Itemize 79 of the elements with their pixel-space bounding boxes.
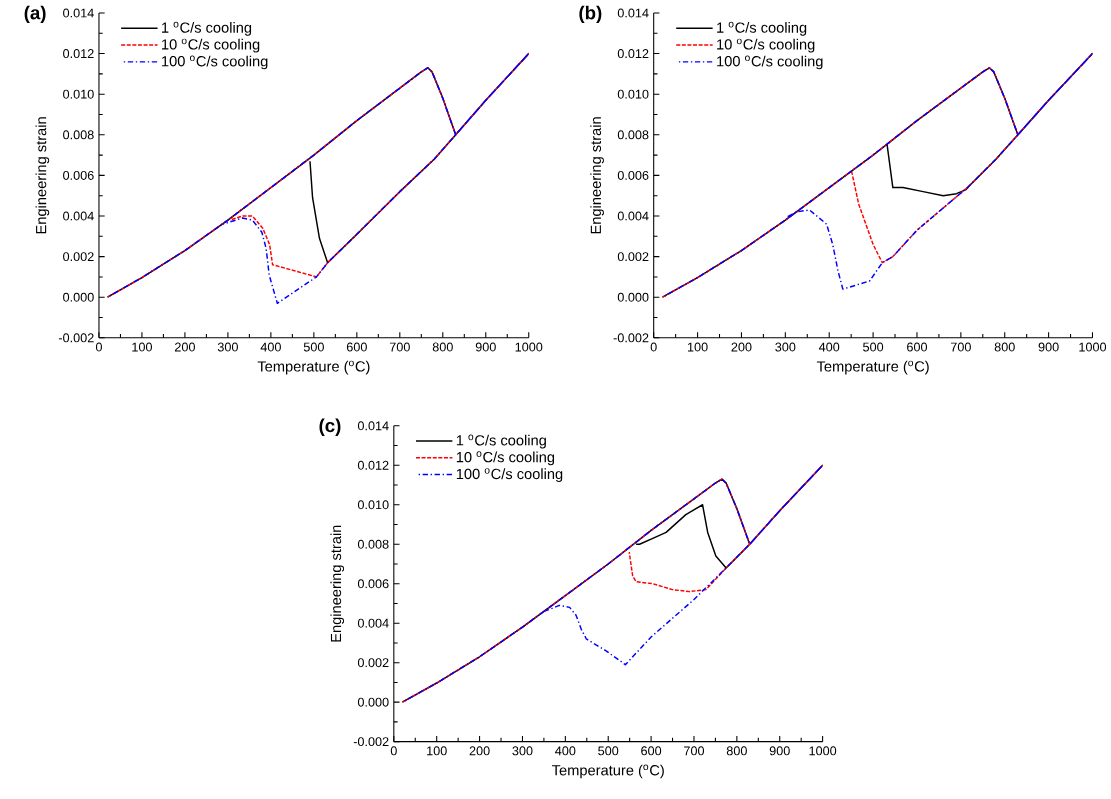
x-tick-label: 500 xyxy=(303,342,324,352)
line-series xyxy=(401,464,823,704)
x-tick-label: 0 xyxy=(390,746,397,756)
legend-label: 1 $^{o}$C/s cooling xyxy=(162,22,252,36)
y-tick-label: 0.006 xyxy=(357,579,389,589)
x-tick-label: 1000 xyxy=(809,746,837,756)
legend-label: 1 $^{o}$C/s cooling xyxy=(456,434,546,449)
y-tick-label: 0.004 xyxy=(63,211,94,221)
x-tick-label: 800 xyxy=(994,342,1015,352)
y-tick-label: 0.008 xyxy=(63,130,94,140)
x-tick-label: 0 xyxy=(650,342,657,352)
x-tick-label: 100 xyxy=(687,342,708,352)
x-tick-label: 600 xyxy=(641,746,662,756)
x-tick-label: 200 xyxy=(731,342,752,352)
x-tick-label: 900 xyxy=(1038,342,1059,352)
y-tick-label: 0.000 xyxy=(357,697,389,707)
y-tick-label: 0.010 xyxy=(63,89,94,99)
x-tick-label: 900 xyxy=(475,342,496,352)
y-tick-label: 0.014 xyxy=(617,8,649,18)
y-tick-label: 0.004 xyxy=(357,618,389,628)
x-tick-label: 700 xyxy=(684,746,705,756)
y-tick-label: 0.006 xyxy=(617,171,649,181)
y-tick-label: 0.010 xyxy=(357,500,389,510)
y-tick-label: 0.014 xyxy=(357,421,389,431)
x-tick-label: 400 xyxy=(818,342,840,352)
y-tick-label: 0.002 xyxy=(357,658,389,668)
x-axis-title: Temperature ($^{o}$C) xyxy=(552,764,664,779)
y-tick-label: 0.014 xyxy=(63,8,94,18)
x-tick-label: 300 xyxy=(217,342,238,352)
x-tick-label: 100 xyxy=(132,342,152,352)
x-tick-label: 600 xyxy=(346,342,367,352)
x-tick-label: 200 xyxy=(174,342,195,352)
y-tick-label: 0.000 xyxy=(617,292,649,302)
x-axis-title: Temperature ($^{o}$C) xyxy=(257,360,370,375)
legend-label: 100 $^{o}$C/s cooling xyxy=(717,55,823,70)
x-tick-label: 700 xyxy=(389,342,410,352)
y-axis-title: Engineering strain xyxy=(330,525,345,642)
legend-label: 10 $^{o}$C/s cooling xyxy=(717,38,815,53)
x-tick-label: 0 xyxy=(95,342,102,352)
x-tick-label: 300 xyxy=(775,342,796,352)
x-tick-label: 500 xyxy=(863,342,884,352)
legend-label: 1 $^{o}$C/s cooling xyxy=(717,22,807,36)
y-tick-label: 0.006 xyxy=(63,171,94,181)
y-tick-label: 0.000 xyxy=(63,292,94,302)
y-tick-label: 0.012 xyxy=(63,49,94,59)
x-tick-label: 800 xyxy=(432,342,453,352)
y-tick-label: 0.012 xyxy=(617,49,649,59)
x-tick-label: 400 xyxy=(260,342,281,352)
chart-title: (c) xyxy=(319,418,341,437)
x-tick-label: 700 xyxy=(950,342,971,352)
x-tick-label: 100 xyxy=(427,746,447,756)
y-tick-label: -0.002 xyxy=(58,333,94,343)
x-tick-label: 500 xyxy=(598,746,619,756)
y-tick-label: -0.002 xyxy=(613,333,649,343)
y-tick-label: -0.002 xyxy=(353,737,389,747)
y-tick-label: 0.008 xyxy=(617,130,649,140)
legend-label: 100 $^{o}$C/s cooling xyxy=(162,55,268,70)
chart-title: (a) xyxy=(24,5,46,24)
y-tick-label: 0.004 xyxy=(617,211,649,221)
x-tick-label: 400 xyxy=(555,746,576,756)
y-tick-label: 0.010 xyxy=(617,89,649,99)
x-tick-label: 1000 xyxy=(515,342,543,352)
x-tick-label: 300 xyxy=(512,746,533,756)
legend-label: 100 $^{o}$C/s cooling xyxy=(456,468,563,483)
y-axis-title: Engineering strain xyxy=(590,117,604,234)
legend-label: 10 $^{o}$C/s cooling xyxy=(456,451,555,466)
x-tick-label: 200 xyxy=(469,746,490,756)
chart-title: (b) xyxy=(579,5,602,24)
x-tick-label: 900 xyxy=(769,746,790,756)
x-tick-label: 800 xyxy=(726,746,747,756)
y-tick-label: 0.008 xyxy=(357,539,389,549)
x-tick-label: 1000 xyxy=(1079,342,1107,352)
y-tick-label: 0.012 xyxy=(357,460,389,470)
legend-label: 10 $^{o}$C/s cooling xyxy=(162,38,260,53)
y-axis-title: Engineering strain xyxy=(35,117,50,234)
y-tick-label: 0.002 xyxy=(63,252,94,262)
x-axis-title: Temperature ($^{o}$C) xyxy=(816,360,929,375)
y-tick-label: 0.002 xyxy=(617,252,649,262)
x-tick-label: 600 xyxy=(907,342,928,352)
